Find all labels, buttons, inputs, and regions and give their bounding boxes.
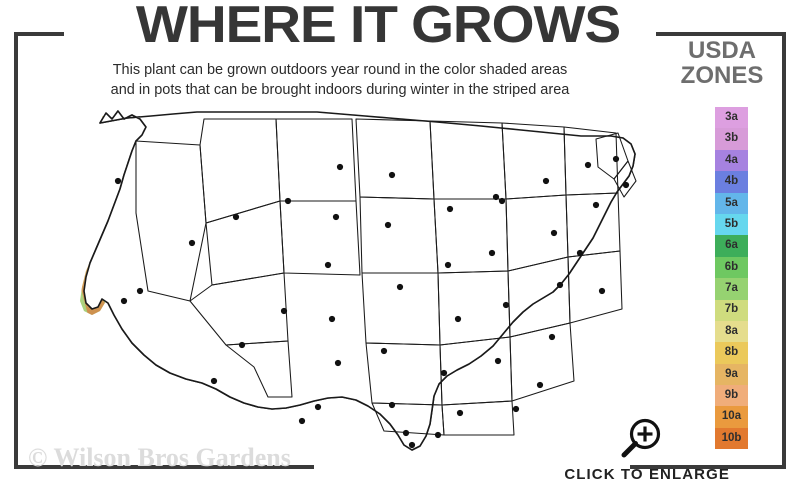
zone-swatch-6b[interactable]: 6b xyxy=(715,256,748,279)
zone-swatch-8a[interactable]: 8a xyxy=(715,320,748,343)
zone-swatch-10a[interactable]: 10a xyxy=(715,406,748,428)
zone-swatch-9b[interactable]: 9b xyxy=(715,385,748,407)
subtitle-line-2: and in pots that can be brought indoors … xyxy=(110,82,570,98)
zone-swatch-10b[interactable]: 10b xyxy=(715,427,748,450)
us-landmass xyxy=(80,109,637,451)
zone-swatch-8b[interactable]: 8b xyxy=(715,342,748,364)
zone-swatch-5a[interactable]: 5a xyxy=(715,192,748,214)
usda-zone-legend: 3a 3b 4a 4b 5a 5b 6a 6b 7a 7b 8a 8b 9a 9b 10a 10b xyxy=(715,107,748,450)
magnifier-plus-icon[interactable] xyxy=(618,418,664,460)
zone-swatch-7b[interactable]: 7b xyxy=(715,299,748,321)
page-title: WHERE IT GROWS xyxy=(135,0,621,54)
watermark: © Wilson Bros Gardens xyxy=(28,443,291,472)
zone-swatch-4a[interactable]: 4a xyxy=(715,149,748,172)
zone-swatch-3b[interactable]: 3b xyxy=(715,128,748,150)
frame-left-segment xyxy=(14,32,18,469)
subtitle: This plant can be grown outdoors year ro… xyxy=(40,60,640,100)
frame-bottom-right-segment xyxy=(630,465,786,469)
state-borders xyxy=(135,118,637,436)
subtitle-line-1: This plant can be grown outdoors year ro… xyxy=(112,62,568,78)
zone-swatch-7a[interactable]: 7a xyxy=(715,278,748,300)
legend-title-line-2: ZONES xyxy=(680,62,764,89)
zone-swatch-6a[interactable]: 6a xyxy=(715,235,748,257)
zone-swatch-4b[interactable]: 4b xyxy=(715,171,748,193)
usa-hardiness-map[interactable] xyxy=(40,105,660,455)
legend-title-line-1: USDA xyxy=(687,37,756,64)
city-dots xyxy=(114,155,630,449)
zone-swatch-3a[interactable]: 3a xyxy=(715,107,748,129)
click-to-enlarge-label[interactable]: CLICK TO ENLARGE xyxy=(564,466,730,483)
legend-title: USDA ZONES xyxy=(660,38,784,88)
frame-top-left-segment xyxy=(14,32,64,36)
frame-right-segment xyxy=(782,32,786,469)
zone-swatch-9a[interactable]: 9a xyxy=(715,363,748,386)
zone-swatch-5b[interactable]: 5b xyxy=(715,213,748,236)
frame-bottom-left-segment xyxy=(14,465,314,469)
frame-top-right-segment xyxy=(656,32,786,36)
